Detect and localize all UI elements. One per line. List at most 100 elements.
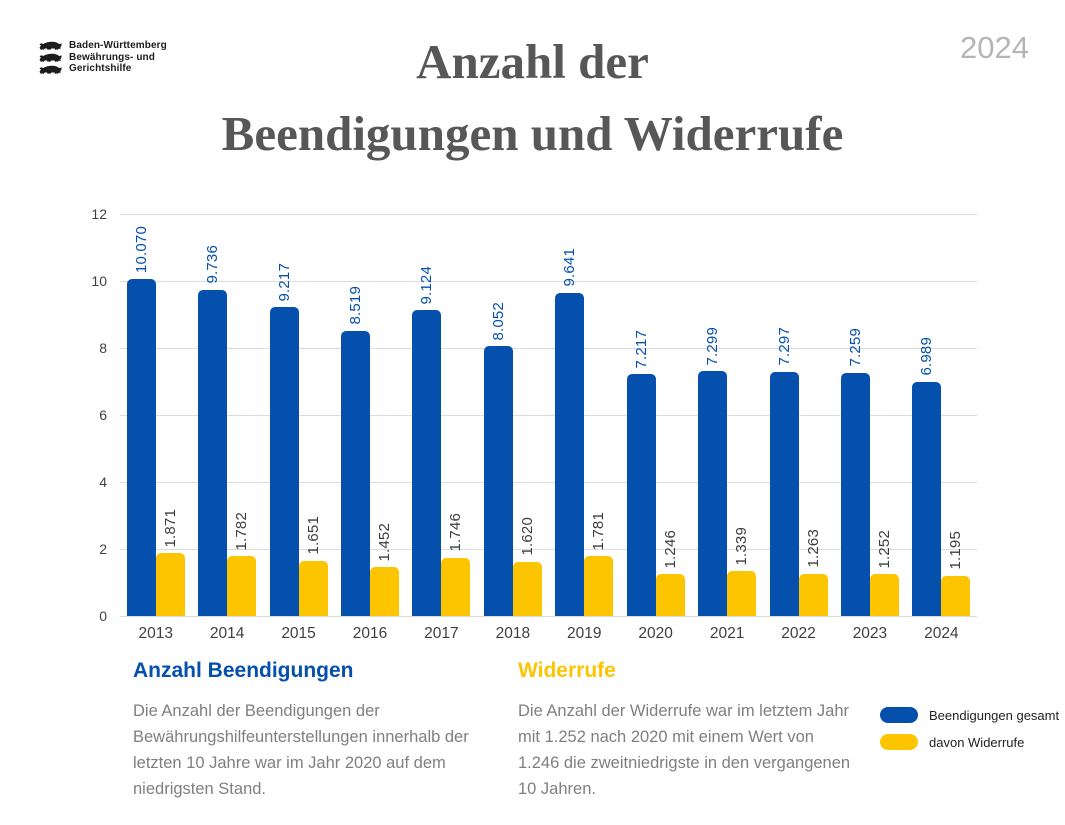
legend-swatch-yellow	[880, 734, 918, 750]
bar-davon-widerrufe-2020: 1.246	[655, 530, 685, 616]
lion-icon	[39, 65, 62, 74]
chart-legend: Beendigungen gesamt davon Widerrufe	[880, 707, 1059, 761]
bar-davon-widerrufe-2019: 1.781	[584, 512, 614, 616]
gridline-y2	[120, 549, 977, 550]
bar-label-wrap: 1.452	[370, 523, 399, 562]
bar-value-label: 1.246	[661, 529, 679, 569]
bar-davon-widerrufe-2015: 1.651	[298, 516, 328, 616]
bar-value-label: 1.651	[304, 516, 322, 555]
bar-value-label: 10.070	[132, 225, 150, 273]
bar-label-wrap: 8.519	[341, 286, 370, 325]
bar-beendigungen-gesamt-2019: 9.641	[555, 248, 585, 616]
bar-beendigungen-gesamt-2021: 7.299	[698, 327, 728, 616]
bar-beendigungen-gesamt-2014: 9.736	[198, 245, 228, 616]
bar-value-label: 7.259	[846, 328, 864, 367]
bar-label-wrap: 1.339	[727, 527, 756, 566]
bar-davon-widerrufe-2014: 1.782	[227, 512, 257, 616]
x-axis-label-2013: 2013	[138, 625, 173, 642]
bar-davon-widerrufe-2021: 1.339	[727, 527, 757, 616]
bar-value-label: 7.299	[704, 326, 722, 366]
x-axis-label-2018: 2018	[495, 625, 531, 642]
section-beendigungen-body: Die Anzahl der Beendigungen der Bewährun…	[133, 702, 469, 798]
section-widerrufe-body: Die Anzahl der Widerrufe war im letztem …	[518, 702, 851, 798]
section-beendigungen: Anzahl Beendigungen Die Anzahl der Beend…	[133, 658, 469, 802]
bar-value-label: 9.641	[561, 248, 579, 288]
lion-icon	[39, 41, 62, 50]
bar-group-2017: 9.124 1.746 2017	[406, 214, 477, 642]
bar-beendigungen-gesamt-2015: 9.217	[269, 263, 299, 616]
bar-label-wrap: 1.871	[156, 509, 185, 548]
x-axis-label-2014: 2014	[209, 625, 245, 642]
y-axis-tick-6: 6	[99, 407, 107, 423]
bar-label-wrap: 6.989	[912, 337, 941, 376]
legend-swatch-blue	[880, 707, 918, 723]
y-axis-tick-10: 10	[91, 272, 107, 289]
bar-value-label: 8.052	[489, 301, 507, 341]
bar-label-wrap: 1.252	[870, 530, 899, 569]
bar-davon-widerrufe-2016: 1.452	[369, 523, 399, 616]
bar-value-label: 8.519	[346, 286, 364, 325]
bar-davon-widerrufe-2017: 1.746	[441, 513, 471, 616]
bar-label-wrap: 9.641	[555, 248, 584, 287]
bar-davon-widerrufe-2022: 1.263	[798, 529, 828, 616]
legend-label-widerrufe: davon Widerrufe	[929, 734, 1025, 750]
bar-davon-widerrufe-2024: 1.195	[941, 531, 971, 616]
bar-label-wrap: 8.052	[484, 302, 513, 341]
bar-beendigungen-gesamt-2020: 7.217	[626, 330, 656, 616]
bar-beendigungen-gesamt-2013: 10.070	[126, 226, 156, 616]
logo-text: Baden-Württemberg Bewährungs- und Gerich…	[69, 40, 167, 75]
bar-beendigungen-gesamt-2016: 8.519	[340, 286, 370, 616]
bar-group-2018: 8.052 1.620 2018	[477, 214, 548, 642]
y-axis-tick-12: 12	[91, 206, 107, 222]
gridline-y6	[120, 415, 977, 416]
bar-groups: 10.070 1.871 2013 9.736 1.782 2014 9.217 1.651 2…	[120, 214, 977, 642]
bar-beendigungen-gesamt-2024: 6.989	[912, 337, 942, 616]
bar-value-label: 1.746	[447, 512, 465, 552]
legend-item-beendigungen: Beendigungen gesamt	[880, 707, 1059, 723]
bar-value-label: 9.736	[204, 245, 222, 284]
x-axis-label-2019: 2019	[567, 625, 602, 642]
bar-group-2019: 9.641 1.781 2019	[549, 214, 620, 642]
bar-group-2023: 7.259 1.252 2023	[834, 214, 905, 642]
bar-label-wrap: 7.297	[770, 327, 799, 366]
bar-label-wrap: 1.263	[799, 529, 828, 568]
bar-value-label: 1.782	[233, 511, 251, 551]
bar-value-label: 1.871	[161, 508, 179, 548]
bar-value-label: 1.620	[518, 517, 536, 556]
y-axis-tick-0: 0	[99, 608, 107, 624]
bw-logo: Baden-Württemberg Bewährungs- und Gerich…	[38, 40, 167, 75]
title-line-2: Beendigungen und Widerrufe	[221, 106, 844, 161]
title-line-1: Anzahl der	[416, 34, 649, 89]
bar-group-2024: 6.989 1.195 2024	[906, 214, 977, 642]
bar-value-label: 1.252	[875, 529, 893, 569]
legend-label-beendigungen: Beendigungen gesamt	[929, 707, 1060, 723]
logo-line-3: Gerichtshilfe	[69, 63, 132, 75]
bar-beendigungen-gesamt-2018: 8.052	[483, 302, 513, 616]
bar-value-label: 9.124	[418, 265, 436, 305]
bar-label-wrap: 10.070	[127, 226, 156, 273]
bw-lions-icon	[38, 40, 62, 75]
bar-value-label: 9.217	[275, 262, 293, 302]
x-axis-label-2022: 2022	[781, 625, 816, 642]
section-widerrufe: Widerrufe Die Anzahl der Widerrufe war i…	[518, 658, 854, 802]
bar-davon-widerrufe-2013: 1.871	[155, 509, 185, 616]
bar-davon-widerrufe-2023: 1.252	[869, 530, 899, 616]
bar-value-label: 7.217	[632, 329, 650, 369]
bar-label-wrap: 9.217	[270, 263, 299, 302]
bar-chart: 0 2 4 6 8 10 12 10.070 1.871 2013 9.736 1.782 2014 9.…	[91, 206, 977, 642]
bar-value-label: 1.263	[804, 529, 822, 568]
x-axis-label-2024: 2024	[924, 625, 959, 642]
bar-value-label: 6.989	[918, 337, 936, 376]
bar-beendigungen-gesamt-2022: 7.297	[769, 327, 799, 616]
page-title: Anzahl der Beendigungen und Widerrufe	[0, 36, 1065, 160]
bar-label-wrap: 9.124	[412, 266, 441, 305]
bar-value-label: 7.297	[775, 327, 793, 366]
gridline-y0	[120, 616, 977, 617]
bar-label-wrap: 1.195	[941, 531, 970, 570]
bar-value-label: 1.781	[590, 511, 608, 551]
bar-beendigungen-gesamt-2023: 7.259	[840, 328, 870, 616]
bar-group-2015: 9.217 1.651 2015	[263, 214, 334, 642]
section-beendigungen-heading: Anzahl Beendigungen	[133, 659, 354, 682]
y-axis-tick-4: 4	[99, 473, 107, 490]
